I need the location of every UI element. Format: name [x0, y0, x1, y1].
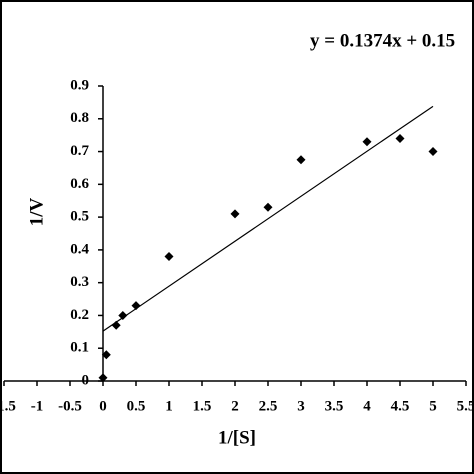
- data-point: [118, 310, 128, 320]
- y-axis-label: 1/V: [26, 197, 47, 226]
- x-axis-label: 1/[S]: [218, 427, 256, 448]
- data-point: [395, 133, 405, 143]
- data-point: [101, 350, 111, 360]
- x-tick-label: 2.5: [259, 398, 278, 414]
- data-point: [263, 202, 273, 212]
- x-tick-label: 3: [297, 398, 305, 414]
- y-tick-label: 0.7: [70, 143, 89, 159]
- data-point: [230, 209, 240, 219]
- x-tick-label: -1: [31, 398, 44, 414]
- data-point: [362, 137, 372, 147]
- x-tick-label: -1.5: [0, 398, 16, 414]
- x-tick-label: 5: [429, 398, 437, 414]
- data-point: [98, 373, 108, 383]
- x-tick-label: 1: [165, 398, 173, 414]
- trendline: [102, 105, 434, 332]
- x-tick-label: 0: [99, 398, 107, 414]
- data-point: [164, 251, 174, 261]
- equation: y = 0.1374x + 0.15: [310, 30, 455, 51]
- data-point: [111, 320, 121, 330]
- y-tick-label: 0.3: [70, 274, 89, 290]
- data-point: [296, 155, 306, 165]
- y-tick-label: 0.6: [70, 176, 89, 192]
- x-tick-label: -0.5: [58, 398, 82, 414]
- x-tick-label: 4: [363, 398, 371, 414]
- y-tick-label: 0.9: [70, 77, 89, 93]
- x-tick-label: 4.5: [391, 398, 410, 414]
- x-tick-label: 5.5: [457, 398, 474, 414]
- data-point: [131, 301, 141, 311]
- y-tick-label: 0.1: [70, 340, 89, 356]
- y-tick-label: 0.4: [70, 241, 89, 257]
- data-point: [428, 147, 438, 157]
- y-tick-label: 0.5: [70, 209, 89, 225]
- x-tick-label: 3.5: [325, 398, 344, 414]
- x-tick-label: 2: [231, 398, 239, 414]
- y-tick-label: 0.8: [70, 110, 89, 126]
- y-tick-label: 0.2: [70, 307, 89, 323]
- x-tick-label: 1.5: [193, 398, 212, 414]
- y-tick-label: 0: [82, 372, 90, 388]
- x-tick-label: 0.5: [127, 398, 146, 414]
